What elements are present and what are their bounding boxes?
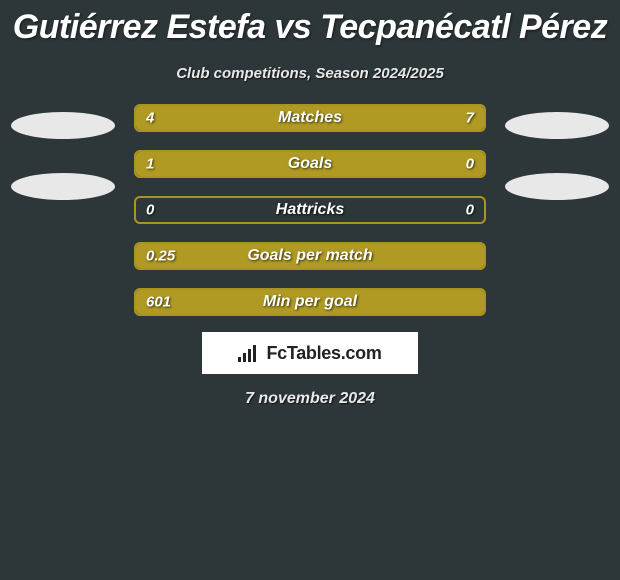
bar-row: 0.25 Goals per match	[134, 242, 486, 270]
bar-row: 1 Goals 0	[134, 150, 486, 178]
avatar-placeholder	[505, 173, 609, 200]
avatar-placeholder	[11, 112, 115, 139]
right-avatar-col	[502, 104, 612, 200]
logo-box: FcTables.com	[202, 332, 418, 374]
bar-label: Goals	[288, 155, 332, 173]
bar-left-value: 1	[146, 156, 154, 173]
avatar-placeholder	[505, 112, 609, 139]
page-title: Gutiérrez Estefa vs Tecpanécatl Pérez	[13, 8, 607, 47]
bars-column: 4 Matches 7 1 Goals 0 0 Hattricks 0 0.25 Goals per…	[118, 104, 502, 316]
bar-label: Hattricks	[276, 201, 344, 219]
bar-left-value: 0.25	[146, 248, 175, 265]
barchart-icon	[238, 344, 260, 362]
bar-left-fill	[136, 106, 263, 130]
bar-right-value: 0	[466, 156, 474, 173]
bar-label: Goals per match	[247, 247, 372, 265]
avatar-placeholder	[11, 173, 115, 200]
chart-area: 4 Matches 7 1 Goals 0 0 Hattricks 0 0.25 Goals per…	[0, 104, 620, 316]
bar-left-value: 4	[146, 110, 154, 127]
bar-row: 0 Hattricks 0	[134, 196, 486, 224]
bar-row: 4 Matches 7	[134, 104, 486, 132]
date-text: 7 november 2024	[245, 390, 375, 408]
bar-left-fill	[136, 152, 414, 176]
logo-text: FcTables.com	[266, 343, 381, 364]
subtitle: Club competitions, Season 2024/2025	[176, 65, 444, 82]
bar-label: Matches	[278, 109, 342, 127]
infographic-container: Gutiérrez Estefa vs Tecpanécatl Pérez Cl…	[0, 0, 620, 580]
bar-right-value: 0	[466, 202, 474, 219]
bar-row: 601 Min per goal	[134, 288, 486, 316]
bar-label: Min per goal	[263, 293, 357, 311]
bar-right-value: 7	[466, 110, 474, 127]
bar-left-value: 601	[146, 294, 171, 311]
left-avatar-col	[8, 104, 118, 200]
bar-left-value: 0	[146, 202, 154, 219]
